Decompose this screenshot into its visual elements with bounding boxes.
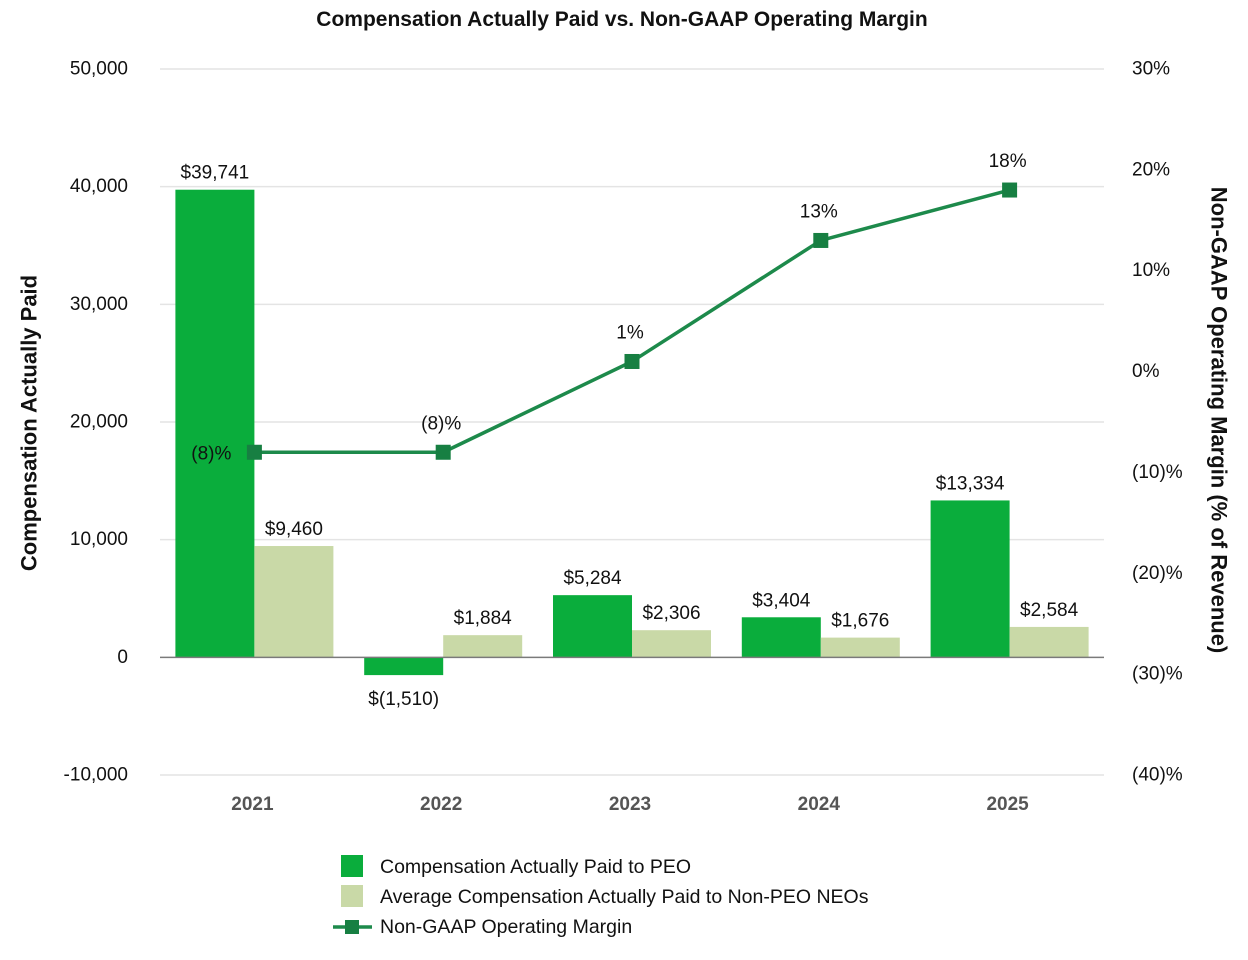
bar-non-peo-2021 [254,546,334,658]
left-axis-title: Compensation Actually Paid [17,275,42,571]
right-tick-label: (30)% [1132,664,1183,685]
legend-swatch-marker [345,920,359,934]
x-axis-labels: 2021 2022 2023 2024 2025 [231,794,1029,815]
x-axis-label: 2024 [798,794,841,815]
x-axis-label: 2023 [609,794,651,815]
operating-margin-line-path [254,188,1011,455]
bar-non-peo-2024 [820,637,900,658]
left-tick-label: 0 [117,647,128,668]
right-tick-label: 0% [1132,361,1160,382]
operating-margin-label-2023: 1% [616,322,644,343]
bar-label-non-peo-2024: $1,676 [831,611,889,632]
operating-margin-line: (8)% (8)% 1% 13% 18% [191,151,1026,464]
operating-margin-marker-2022 [435,444,451,460]
bar-data-labels: $39,741 $(1,510) $5,284 $3,404 $13,334 $9,460… [181,163,1079,710]
bar-non-peo-2023 [632,630,711,658]
legend-item-operating-margin: Non-GAAP Operating Margin [333,916,632,938]
bar-non-peo-2025 [1009,626,1089,658]
legend-label-peo: Compensation Actually Paid to PEO [380,856,691,878]
bar-label-non-peo-2023: $2,306 [642,603,700,624]
operating-margin-label-2022: (8)% [421,413,461,434]
legend-swatch-peo [341,855,363,877]
right-tick-label: 10% [1132,260,1170,281]
operating-margin-label-2024: 13% [800,201,838,222]
legend-label-operating-margin: Non-GAAP Operating Margin [380,916,632,938]
right-axis-tick-labels: 30% 20% 10% 0% (10)% (20)% (30)% (40)% [1132,59,1183,786]
right-tick-label: 30% [1132,59,1170,80]
bar-label-peo-2025: $13,334 [936,473,1005,494]
bars [175,189,1089,676]
bar-label-non-peo-2025: $2,584 [1020,600,1079,621]
bar-peo-2021 [175,189,255,658]
operating-margin-marker-2024 [813,232,829,248]
operating-margin-marker-2023 [624,353,640,369]
left-tick-label: 20,000 [70,412,128,433]
left-tick-label: 30,000 [70,294,128,315]
x-axis-label: 2021 [231,794,274,815]
legend-item-non-peo: Average Compensation Actually Paid to No… [341,885,869,908]
bar-label-non-peo-2021: $9,460 [265,519,323,540]
x-axis-label: 2025 [986,794,1029,815]
right-tick-label: (40)% [1132,765,1183,786]
left-axis-tick-labels: 50,000 40,000 30,000 20,000 10,000 0 -10,000 [64,59,128,786]
bar-non-peo-2022 [443,635,523,658]
legend: Compensation Actually Paid to PEO Averag… [333,855,869,938]
bar-label-peo-2023: $5,284 [563,568,622,589]
operating-margin-marker-2021 [246,444,262,460]
right-tick-label: (10)% [1132,462,1183,483]
bar-label-peo-2021: $39,741 [181,163,250,184]
legend-label-non-peo: Average Compensation Actually Paid to No… [380,886,869,908]
left-tick-label: 40,000 [70,176,128,197]
left-tick-label: -10,000 [64,765,128,786]
bar-label-peo-2024: $3,404 [752,590,811,611]
bar-peo-2025 [930,500,1010,658]
legend-item-peo: Compensation Actually Paid to PEO [341,855,691,878]
right-tick-label: (20)% [1132,563,1183,584]
bar-peo-2022 [364,657,444,676]
bar-label-peo-2022: $(1,510) [368,689,439,710]
x-axis-label: 2022 [420,794,462,815]
left-tick-label: 10,000 [70,529,128,550]
right-tick-label: 20% [1132,159,1170,180]
operating-margin-marker-2025 [1002,182,1018,198]
chart-title: Compensation Actually Paid vs. Non-GAAP … [316,8,927,31]
bar-label-non-peo-2022: $1,884 [454,608,513,629]
operating-margin-label-2025: 18% [989,151,1027,172]
operating-margin-label-2021: (8)% [191,443,231,464]
right-axis-title: Non-GAAP Operating Margin (% of Revenue) [1207,187,1232,654]
left-tick-label: 50,000 [70,59,128,80]
bar-peo-2024 [741,617,821,658]
bar-peo-2023 [553,595,632,658]
legend-swatch-non-peo [341,885,363,907]
gridlines [160,68,1104,776]
